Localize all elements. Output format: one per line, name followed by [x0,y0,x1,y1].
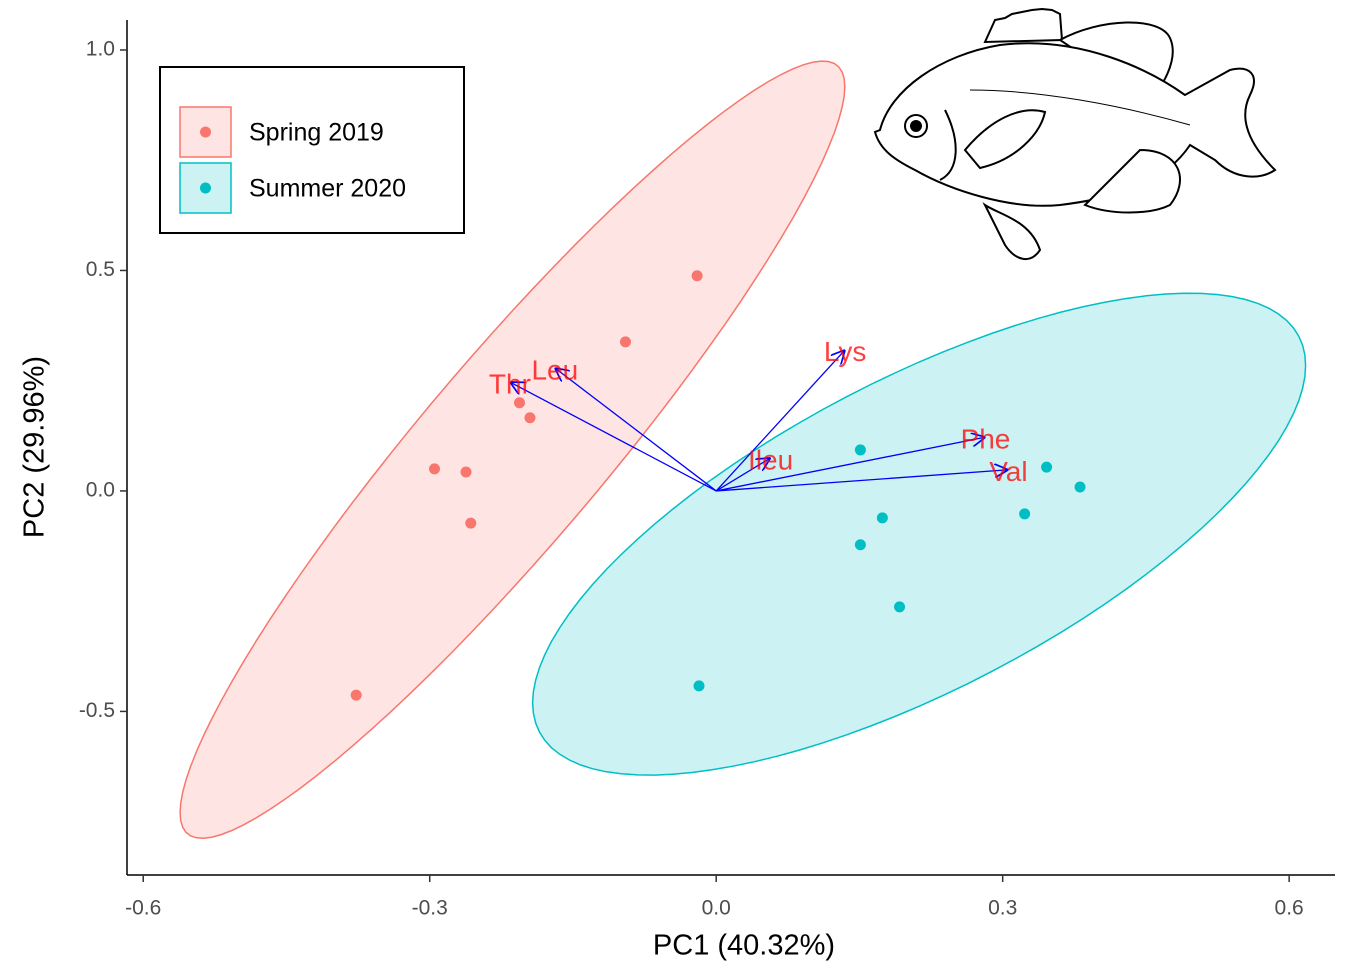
loading-label: Lys [824,336,867,367]
legend-label: Spring 2019 [249,119,384,147]
data-point [1074,481,1086,493]
y-tick-label: -0.5 [79,699,115,722]
data-point [1041,461,1053,473]
data-point [350,689,362,701]
x-tick-label: 0.6 [1275,897,1304,920]
legend-marker [200,126,211,138]
y-tick-label: 0.0 [86,478,115,501]
loading-arrow [715,458,770,492]
legend-marker [200,182,211,194]
confidence-ellipse [179,60,846,839]
loading-label: Leu [531,354,578,385]
y-tick-label: 0.5 [86,258,115,281]
data-point [619,336,631,348]
x-tick-label: -0.3 [412,897,448,920]
data-point [524,412,536,424]
data-point [428,463,440,475]
legend-label: Summer 2020 [249,175,406,203]
data-point [465,517,477,529]
x-tick-label: -0.6 [125,897,161,920]
data-point [1019,508,1031,520]
y-axis-title: PC2 (29.96%) [19,356,51,538]
data-point [693,680,705,692]
loading-label: Thr [489,368,531,399]
data-point [894,601,906,613]
x-axis-title: PC1 (40.32%) [653,930,835,962]
loading-arrow [716,470,1008,492]
confidence-ellipse [531,292,1307,776]
loading-arrow [510,382,717,492]
data-point [876,512,888,524]
data-point [854,444,866,456]
loading-arrow [715,350,845,492]
loading-label: Phe [961,424,1011,455]
loading-label: Ileu [748,444,793,475]
loading-arrow [555,368,717,492]
data-point [691,270,703,282]
loading-arrow [716,437,985,492]
x-tick-label: 0.0 [702,897,731,920]
y-tick-label: 1.0 [86,38,115,61]
legend-key [179,162,232,214]
legend-box [159,66,465,234]
data-point [513,397,525,409]
loading-label: Val [989,456,1027,487]
x-tick-label: 0.3 [988,897,1017,920]
fish-illustration [873,7,1277,260]
data-point [854,539,866,551]
data-point [460,466,472,478]
